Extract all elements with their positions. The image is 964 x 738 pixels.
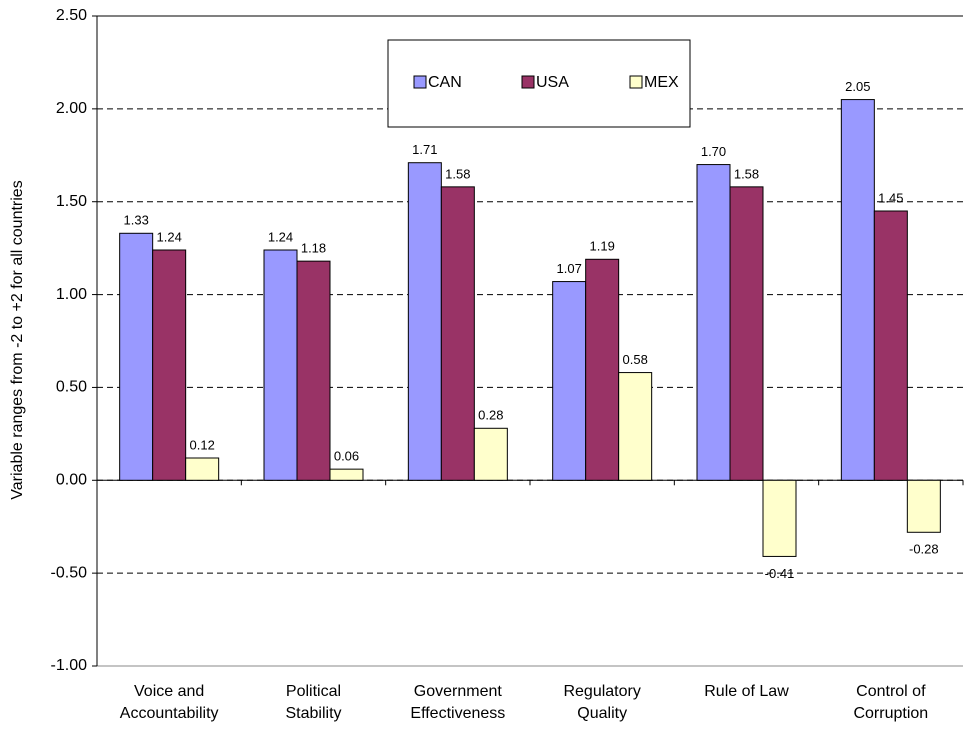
value-label: 0.28 [478,408,503,423]
bar [263,249,298,481]
x-tick-line: Stability [285,705,341,722]
bar [329,468,364,481]
value-label: 1.18 [301,241,326,256]
legend-label: MEX [644,74,679,91]
value-label: 0.12 [190,437,215,452]
y-tick-label: 0.00 [56,472,87,489]
y-tick-label: 1.00 [56,286,87,303]
x-tick-line: Political [286,683,341,700]
y-tick-label: -1.00 [51,657,88,674]
bar [473,427,508,481]
value-label: 1.58 [734,166,759,181]
value-label: 1.24 [157,229,182,244]
y-axis-label: Variable ranges from -2 to +2 for all co… [9,180,26,499]
bar [729,186,764,481]
x-tick-line: Regulatory [563,683,640,700]
legend-label: CAN [428,74,462,91]
value-label: 1.71 [412,142,437,157]
bar [552,281,587,481]
value-label: -0.41 [765,566,795,581]
bar [762,479,797,557]
bar [440,186,475,481]
y-tick-label: -0.50 [51,564,88,581]
bar [119,232,154,481]
x-tick-line: Government [414,683,503,700]
value-label: 2.05 [845,79,870,94]
y-tick-label: 2.50 [56,7,87,24]
value-label: 1.19 [590,239,615,254]
x-tick-line: Voice and [134,683,204,700]
x-tick-line: Accountability [120,705,219,722]
value-label: 0.06 [334,449,359,464]
bar [840,99,875,481]
value-label: 1.24 [268,229,293,244]
y-tick-label: 2.00 [56,100,87,117]
value-label: 1.58 [445,166,470,181]
value-label: 1.70 [701,144,726,159]
x-tick-label: Rule of Law [704,683,789,700]
bar [585,258,620,481]
y-tick-label: 0.50 [56,379,87,396]
y-tick-label: 1.50 [56,193,87,210]
bar [618,372,653,481]
value-label: 1.45 [878,190,903,205]
x-tick-label: Regulatory Quality [563,683,640,722]
x-tick-label: Political Stability [285,683,341,722]
value-label: 1.33 [124,213,149,228]
bar [185,457,220,481]
bar [296,260,331,481]
bar [696,164,731,481]
x-tick-line: Rule of Law [704,683,789,700]
legend-label: USA [536,74,569,91]
x-tick-line: Quality [577,705,627,722]
bar [152,249,187,481]
value-label: -0.28 [909,542,939,557]
value-label: 1.07 [557,261,582,276]
x-tick-label: Government Effectiveness [410,683,505,722]
bar [906,479,941,533]
x-tick-label: Control of Corruption [853,683,928,722]
x-tick-line: Effectiveness [410,705,505,722]
x-tick-label: Voice and Accountability [120,683,219,722]
value-label: 0.58 [623,352,648,367]
bar [873,210,908,481]
x-tick-line: Corruption [853,705,928,722]
x-tick-line: Control of [856,683,926,700]
legend-swatch [413,75,427,89]
bar [407,162,442,481]
legend-swatch [629,75,643,89]
legend-swatch [521,75,535,89]
